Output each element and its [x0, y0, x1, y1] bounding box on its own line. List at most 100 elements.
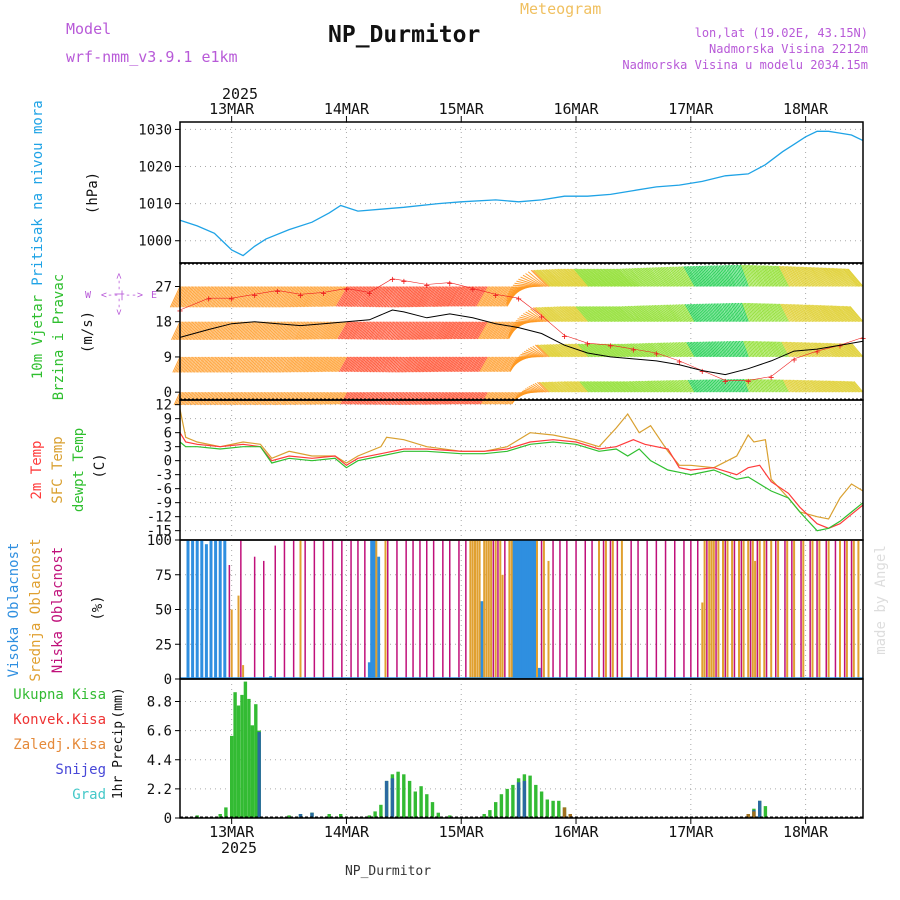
wind-barb: [818, 380, 828, 393]
wind-barb: [837, 380, 847, 393]
wind-barb: [292, 321, 303, 340]
wind-barb: [721, 265, 732, 287]
wind-barb: [475, 391, 484, 405]
wind-barb: [617, 343, 630, 358]
high-cloud-bar: [191, 540, 195, 679]
precip-ylabel-main: 1hr Precip: [111, 721, 126, 799]
wind-barb: [737, 302, 746, 322]
wind-barb: [191, 356, 200, 373]
wind-barb: [592, 381, 603, 393]
wind-barb: [258, 356, 267, 373]
low-cloud-bar: [706, 540, 708, 679]
wind-barb: [462, 356, 472, 372]
wind-barb: [579, 381, 590, 393]
wind-barb: [758, 379, 765, 393]
wind-barb: [384, 321, 395, 340]
wind-barb: [638, 343, 650, 358]
wind-barb: [677, 379, 686, 393]
wind-barb: [824, 342, 835, 358]
wind-barb: [238, 286, 250, 308]
wind-barb: [544, 381, 555, 393]
low-cloud-bar: [740, 540, 743, 679]
wind-barb: [319, 321, 330, 340]
wind-barb: [267, 286, 279, 308]
wind-barb: [296, 391, 304, 405]
wind-barb: [828, 267, 844, 287]
wind-barb: [235, 391, 243, 406]
wind-barb: [663, 342, 675, 358]
wind-barb: [445, 356, 455, 373]
low-cloud-bar: [432, 540, 435, 679]
wind-barb: [632, 380, 643, 393]
wind-barb: [595, 268, 611, 287]
wind-barb: [215, 321, 225, 341]
wind-barb: [422, 391, 431, 405]
wind-barb: [203, 391, 211, 406]
low-cloud-bar: [775, 540, 777, 679]
snow-bar: [758, 800, 762, 818]
wind-barb: [637, 267, 653, 287]
wind-barb: [387, 356, 396, 373]
mid-cloud-bar: [485, 540, 488, 679]
wind-barb: [592, 306, 607, 323]
wind-barb: [486, 321, 498, 340]
wind-barb: [792, 304, 804, 322]
model-elevation-label: Nadmorska Visina u modelu 2034.15m: [622, 58, 868, 72]
wind-barb: [828, 342, 840, 358]
low-cloud-bar: [405, 540, 407, 679]
wind-barb: [324, 391, 333, 405]
wind-barb: [264, 391, 271, 406]
mid-cloud-bar: [487, 540, 490, 679]
total-rain-bar: [287, 815, 291, 818]
pressure-ylabel: Pritisak na nivou mora (hPa): [30, 100, 101, 285]
wind-barb: [803, 379, 812, 393]
wind-barb: [369, 321, 380, 340]
wind-barb: [583, 343, 596, 358]
wind-barb: [292, 356, 301, 373]
wind-barb: [347, 321, 359, 340]
wind-barb: [752, 379, 759, 393]
wind-barb: [768, 303, 778, 322]
wind-barb: [493, 286, 507, 307]
wind-barb: [759, 379, 766, 393]
wind-barb: [212, 391, 220, 406]
wind-barb: [498, 321, 510, 340]
wind-barb: [417, 356, 426, 373]
wind-barb: [377, 321, 388, 340]
wind-barb: [274, 286, 286, 308]
high-cloud-bar: [530, 540, 534, 679]
wind-barb: [262, 356, 271, 373]
wind-barb: [503, 321, 515, 340]
wind-barb: [217, 321, 227, 341]
wind-barb: [476, 286, 489, 307]
wind-barb: [567, 306, 581, 323]
snow-bar: [516, 782, 521, 818]
wind-barb: [540, 381, 551, 393]
wind-barb: [330, 356, 340, 373]
pressure-ytick-label: 1010: [138, 197, 172, 213]
wind-barb: [526, 387, 541, 393]
wind-barb: [758, 341, 766, 358]
wind-barb: [747, 302, 756, 322]
wind-barb: [331, 356, 342, 372]
wind-barb: [706, 265, 718, 287]
wind-barb: [355, 286, 367, 307]
wind-barb: [785, 341, 795, 358]
wind-barb: [791, 379, 799, 393]
wind-barb: [777, 265, 789, 287]
wind-barb: [763, 379, 771, 393]
wind-barb: [684, 304, 696, 322]
wind-barb: [396, 391, 403, 406]
wind-barb: [789, 266, 802, 287]
wind-barb: [446, 321, 458, 340]
wind-barb: [698, 265, 710, 287]
wind-barb: [523, 389, 538, 393]
wind-barb: [770, 303, 781, 322]
wind-barb: [534, 307, 550, 323]
wind-barb: [428, 391, 436, 405]
wind-barb: [543, 306, 558, 323]
wind-barb: [611, 306, 626, 323]
wind-gust-marker: +: [630, 345, 636, 356]
wind-barb: [473, 286, 487, 307]
wind-barb: [356, 356, 366, 373]
